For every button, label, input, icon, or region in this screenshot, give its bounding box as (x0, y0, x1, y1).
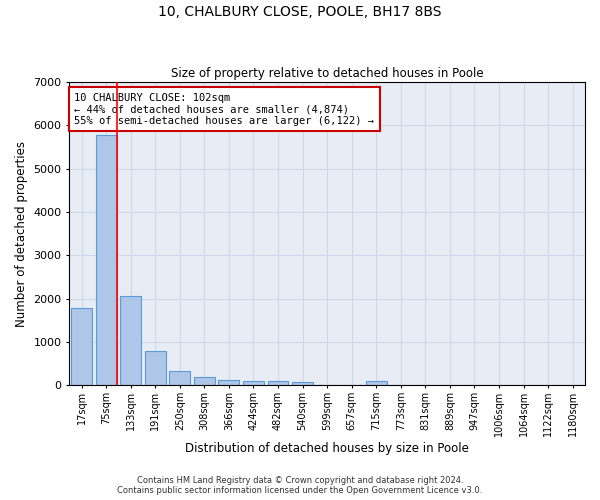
X-axis label: Distribution of detached houses by size in Poole: Distribution of detached houses by size … (185, 442, 469, 455)
Bar (218, 380, 239, 386)
Bar (243, 381, 264, 386)
Text: Contains HM Land Registry data © Crown copyright and database right 2024.
Contai: Contains HM Land Registry data © Crown c… (118, 476, 482, 495)
Text: 10 CHALBURY CLOSE: 102sqm
← 44% of detached houses are smaller (4,874)
55% of se: 10 CHALBURY CLOSE: 102sqm ← 44% of detac… (74, 92, 374, 126)
Bar (120, 296, 141, 386)
Y-axis label: Number of detached properties: Number of detached properties (15, 140, 28, 326)
Title: Size of property relative to detached houses in Poole: Size of property relative to detached ho… (171, 66, 484, 80)
Bar (71, 308, 92, 386)
Bar (268, 382, 289, 386)
Bar (145, 350, 166, 386)
Bar (292, 382, 313, 386)
Bar (194, 376, 215, 386)
Text: 10, CHALBURY CLOSE, POOLE, BH17 8BS: 10, CHALBURY CLOSE, POOLE, BH17 8BS (158, 5, 442, 19)
Bar (96, 135, 116, 386)
Bar (169, 370, 190, 386)
Bar (366, 382, 387, 386)
